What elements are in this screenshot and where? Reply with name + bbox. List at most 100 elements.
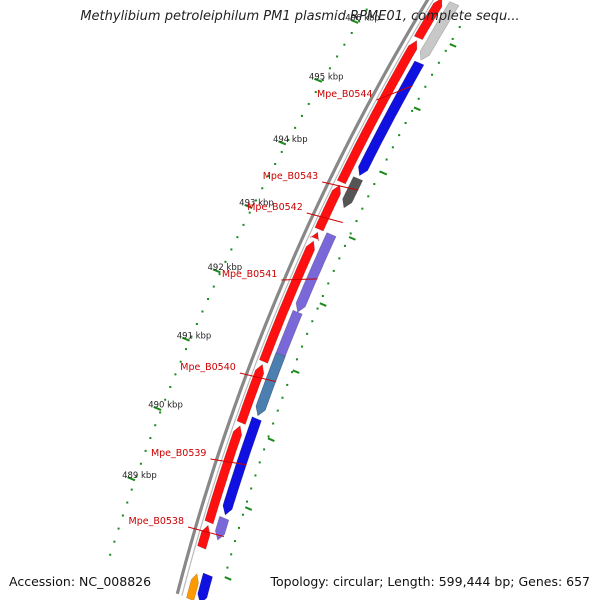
kbp-label: 492 kbp <box>208 263 243 273</box>
inner-major-tick <box>380 170 388 176</box>
inner-scale-dot <box>254 474 257 477</box>
outer-scale-dot <box>159 411 162 414</box>
gene-label: Mpe_B0541 <box>222 269 278 280</box>
inner-major-tick <box>413 106 421 112</box>
outer-scale-dot <box>261 187 264 190</box>
inner-scale-dot <box>291 371 294 374</box>
kbp-major-tick <box>212 268 221 274</box>
backbone-outer <box>175 0 430 595</box>
forward-gene-arrow <box>197 524 211 550</box>
kbp-major-tick <box>153 406 162 411</box>
outer-scale-dot <box>300 114 303 117</box>
inner-scale-dot <box>437 61 440 64</box>
kbp-label: 495 kbp <box>309 72 344 82</box>
inner-scale-dot <box>385 158 388 161</box>
outer-scale-dot <box>149 437 152 440</box>
kbp-label: 494 kbp <box>273 135 308 145</box>
reverse-gene-arrow <box>342 176 364 209</box>
gene-label: Mpe_B0538 <box>129 516 185 527</box>
inner-scale-dot <box>241 513 244 516</box>
kbp-major-tick <box>127 476 136 482</box>
forward-gene-arrow <box>309 231 320 242</box>
reverse-gene-arrow <box>222 416 262 516</box>
inner-scale-dot <box>367 195 370 198</box>
inner-scale-dot <box>321 294 324 297</box>
inner-major-tick <box>292 369 300 374</box>
inner-major-tick <box>449 43 457 48</box>
outer-scale-dot <box>336 55 339 58</box>
kbp-major-tick <box>278 140 287 146</box>
inner-scale-dot <box>332 269 335 272</box>
inner-scale-dot <box>361 207 364 210</box>
outer-scale-dot <box>179 360 182 363</box>
outer-scale-dot <box>164 398 167 401</box>
outer-scale-dot <box>117 527 120 530</box>
outer-scale-dot <box>212 285 215 288</box>
inner-scale-dot <box>263 448 266 451</box>
outer-scale-dot <box>267 175 270 178</box>
inner-major-tick <box>244 506 253 511</box>
gene-label: Mpe_B0539 <box>151 448 207 459</box>
outer-scale-dot <box>230 248 233 251</box>
outer-scale-dot <box>154 424 157 427</box>
kbp-major-tick <box>350 18 359 24</box>
kbp-label: 491 kbp <box>177 331 212 341</box>
outer-scale-dot <box>328 67 331 70</box>
gene-leader-line <box>306 212 343 223</box>
outer-scale-dot <box>121 514 124 517</box>
outer-scale-dot <box>248 211 251 214</box>
gene-label: Mpe_B0542 <box>247 202 303 213</box>
inner-major-tick <box>348 236 356 241</box>
outer-scale-dot <box>358 20 361 23</box>
reverse-gene-arrow <box>419 1 460 61</box>
gene-leader-line <box>281 278 318 281</box>
inner-scale-dot <box>411 109 414 112</box>
inner-scale-dot <box>391 146 394 149</box>
inner-scale-dot <box>458 26 461 29</box>
forward-gene-arrow <box>236 363 265 425</box>
map-title: Methylibium petroleiphilum PM1 plasmid R… <box>80 9 520 24</box>
forward-gene-arrow <box>204 425 243 525</box>
inner-scale-dot <box>343 244 346 247</box>
outer-scale-dot <box>184 348 187 351</box>
inner-scale-dot <box>246 500 249 503</box>
inner-scale-dot <box>226 566 229 569</box>
inner-scale-dot <box>237 526 240 529</box>
inner-scale-dot <box>250 487 253 490</box>
outer-scale-dot <box>195 323 198 326</box>
kbp-label: 490 kbp <box>148 401 183 411</box>
inner-scale-dot <box>276 409 279 412</box>
inner-scale-dot <box>338 257 341 260</box>
inner-major-tick <box>267 437 275 442</box>
kbp-major-tick <box>314 77 323 83</box>
outer-scale-dot <box>314 91 317 94</box>
outer-scale-dot <box>109 553 112 556</box>
inner-major-tick <box>319 302 327 307</box>
gene-leader-line <box>210 458 247 466</box>
gene-label: Mpe_B0540 <box>180 362 236 373</box>
backbone-inner <box>181 0 435 596</box>
outer-scale-dot <box>350 31 353 34</box>
outer-scale-dot <box>190 335 193 338</box>
inner-scale-dot <box>431 73 434 76</box>
outer-scale-dot <box>254 199 257 202</box>
inner-scale-dot <box>316 307 319 310</box>
outer-scale-dot <box>207 298 210 301</box>
outer-scale-dot <box>218 273 221 276</box>
outer-scale-dot <box>113 540 116 543</box>
outer-scale-dot <box>365 8 368 11</box>
gene-label: Mpe_B0543 <box>263 171 319 182</box>
outer-scale-dot <box>307 102 310 105</box>
reverse-gene-arrow <box>255 352 286 417</box>
outer-scale-dot <box>224 260 227 263</box>
inner-scale-dot <box>424 85 427 88</box>
kbp-label: 493 kbp <box>239 199 274 209</box>
kbp-label: 496 kbp <box>345 13 380 23</box>
inner-scale-dot <box>286 383 289 386</box>
reverse-gene-arrow <box>197 572 213 604</box>
inner-scale-dot <box>272 422 275 425</box>
inner-scale-dot <box>306 332 309 335</box>
inner-scale-dot <box>258 461 261 464</box>
